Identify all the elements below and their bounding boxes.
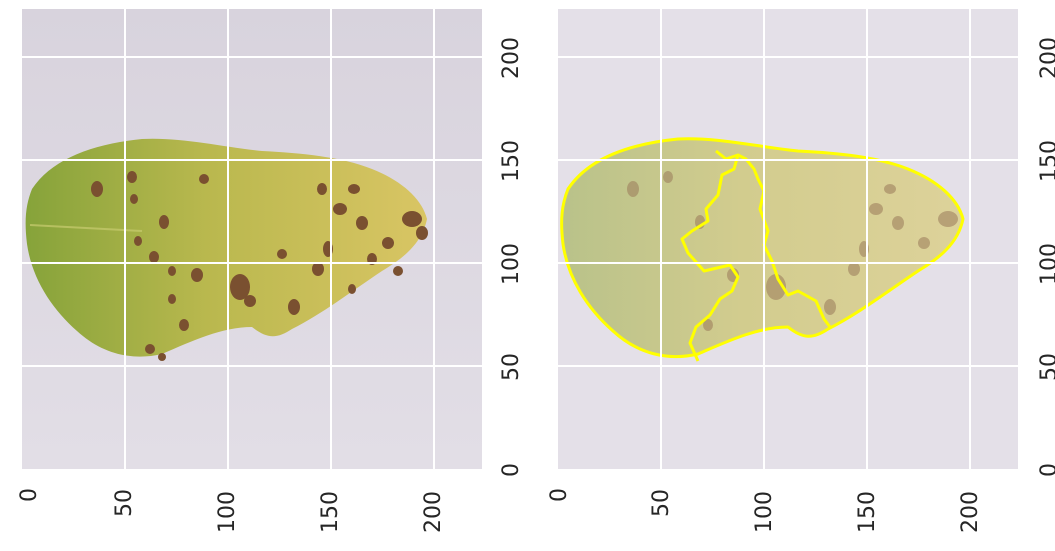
right-ytick-150: 150: [1037, 140, 1055, 182]
right-ytick-100: 100: [1037, 243, 1055, 285]
segment-boundary-left: [680, 149, 740, 362]
right-y-ticks: 0 50 100 150 200: [1030, 0, 1055, 551]
original-leaf-image: [22, 9, 482, 469]
left-xtick-200: 200: [421, 491, 446, 533]
right-ytick-50: 50: [1037, 353, 1055, 381]
leaf-outline-contour: [560, 137, 965, 359]
left-ytick-100: 100: [499, 243, 524, 285]
left-ytick-50: 50: [499, 353, 524, 381]
left-xtick-0: 0: [17, 488, 42, 502]
right-ytick-0: 0: [1037, 463, 1055, 477]
right-xtick-150: 150: [855, 491, 880, 533]
segmented-leaf-figure: [558, 9, 1018, 469]
left-ytick-0: 0: [499, 463, 524, 477]
right-ytick-200: 200: [1037, 37, 1055, 79]
grid-lines: [558, 9, 1018, 469]
left-ytick-200: 200: [499, 37, 524, 79]
left-xtick-50: 50: [112, 489, 137, 517]
grid-lines: [22, 9, 482, 469]
original-leaf-figure: [22, 9, 482, 469]
right-xtick-50: 50: [649, 489, 674, 517]
right-xtick-100: 100: [752, 491, 777, 533]
left-xtick-150: 150: [318, 491, 343, 533]
left-ytick-150: 150: [499, 140, 524, 182]
right-xtick-200: 200: [958, 491, 983, 533]
segmented-leaf-image: [558, 9, 1018, 469]
right-xtick-0: 0: [547, 488, 572, 502]
leaf-midrib: [29, 224, 143, 232]
left-xtick-100: 100: [215, 491, 240, 533]
leaf-spots: [91, 171, 428, 361]
